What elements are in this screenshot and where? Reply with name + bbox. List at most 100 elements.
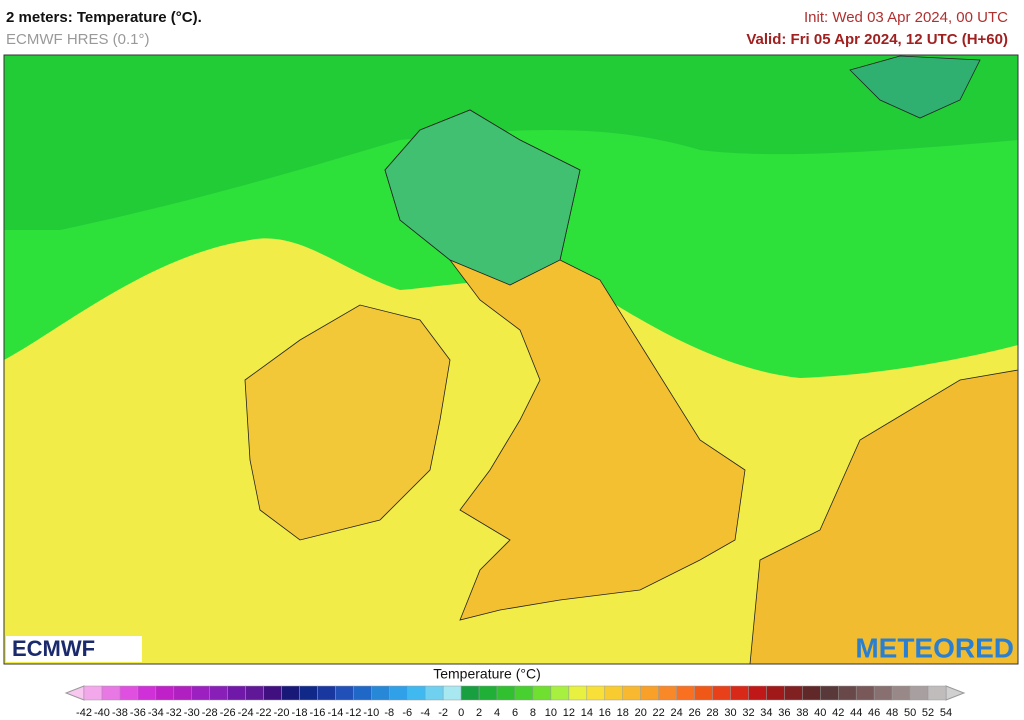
colorbar-tick-label: 46 (868, 707, 880, 719)
colorbar-tick-label: 12 (563, 707, 575, 719)
colorbar-segment (496, 685, 516, 701)
colorbar-segment (802, 685, 821, 701)
norway (849, 55, 981, 119)
colorbar-segment (83, 685, 103, 701)
colorbar-segment (766, 685, 785, 701)
colorbar-segment (568, 685, 588, 701)
colorbar-segment (424, 685, 444, 701)
colorbar-tick-label: 18 (617, 707, 629, 719)
colorbar-segment (604, 685, 624, 701)
colorbar-tick-label: 36 (778, 707, 790, 719)
colorbar-tick-label: 44 (850, 707, 862, 719)
colorbar-segment (622, 685, 641, 701)
colorbar-tick-label: 16 (599, 707, 611, 719)
colorbar-tick-label: -24 (238, 707, 254, 719)
colorbar-segment (514, 685, 534, 701)
ireland (244, 304, 451, 541)
colorbar-segment (353, 685, 372, 701)
colorbar-segment (838, 685, 857, 701)
colorbar-tick-label: -2 (438, 707, 448, 719)
colorbar-tick-label: -32 (166, 707, 182, 719)
colorbar-segment (371, 685, 390, 701)
colorbar-segment (101, 685, 121, 701)
map-frame (3, 54, 1019, 665)
colorbar-segment (873, 685, 893, 701)
colorbar-tick-label: -30 (184, 707, 200, 719)
colorbar-tick-label: 32 (742, 707, 754, 719)
colorbar-tick-label: 38 (796, 707, 808, 719)
logo-box (6, 636, 142, 662)
colorbar-segment (227, 685, 246, 701)
colorbar-segment (748, 685, 767, 701)
colorbar-tick-label: 4 (494, 707, 500, 719)
colorbar-segment (532, 685, 552, 701)
colorbar-tick-label: -12 (345, 707, 361, 719)
colorbar-segment (442, 685, 462, 701)
colorbar-segment (137, 685, 157, 701)
colorbar-segment (586, 685, 606, 701)
scotland (384, 109, 581, 286)
colorbar-tick-label: -6 (402, 707, 412, 719)
map: ECMWF METEORED (3, 54, 1019, 665)
colorbar-tick-label: -40 (94, 707, 110, 719)
colorbar-segment (820, 685, 839, 701)
colorbar-tick-label: 22 (653, 707, 665, 719)
colorbar-segment (712, 685, 731, 701)
colorbar-tick-label: 52 (922, 707, 934, 719)
colorbar-tick-label: 2 (476, 707, 482, 719)
colorbar-segment (478, 685, 498, 701)
colorbar-segment (784, 685, 803, 701)
colorbar-segment (891, 685, 911, 701)
colorbar-tick-label: -14 (327, 707, 343, 719)
colorbar-segment (658, 685, 677, 701)
colorbar-tick-label: -38 (112, 707, 128, 719)
colorbar-tick-label: 54 (940, 707, 952, 719)
colorbar-segment (460, 685, 480, 701)
colorbar-tick-label: -20 (274, 707, 290, 719)
colorbar-tick-label: -16 (310, 707, 326, 719)
continent (749, 369, 1018, 664)
colorbar-tick-label: -10 (363, 707, 379, 719)
colorbar-tick-label: 34 (760, 707, 772, 719)
colorbar-segment (676, 685, 695, 701)
ecmwf-logo: ECMWF (12, 636, 95, 661)
colorbar-tick-label: -4 (420, 707, 430, 719)
colorbar-tick-label: 14 (581, 707, 593, 719)
colorbar-tick-label: 42 (832, 707, 844, 719)
colorbar-tick-label: 26 (688, 707, 700, 719)
cooler-zone (4, 55, 1018, 230)
legend-title: Temperature (°C) (433, 666, 541, 682)
colorbar-tick-label: 10 (545, 707, 557, 719)
colorbar-segment (191, 685, 210, 701)
colorbar-segment (855, 685, 875, 701)
colorbar-tick-label: 30 (724, 707, 736, 719)
colorbar-tick-label: 20 (635, 707, 647, 719)
colorbar-segment (173, 685, 193, 701)
colorbar-segment (155, 685, 175, 701)
colorbar-segment (550, 685, 570, 701)
colorbar-segment (640, 685, 659, 701)
colorbar-segment (335, 685, 354, 701)
colorbar-tick-label: 40 (814, 707, 826, 719)
colorbar-segment (209, 685, 228, 701)
colorbar-segment (119, 685, 139, 701)
colorbar-segment (317, 685, 336, 701)
colorbar-tick-label: -8 (384, 707, 394, 719)
colorbar-tick-label: 8 (530, 707, 536, 719)
colorbar-segment (299, 685, 318, 701)
colorbar-segment (909, 685, 929, 701)
colorbar-tick-label: 50 (904, 707, 916, 719)
colorbar-tick-label: -34 (148, 707, 164, 719)
model-name: ECMWF HRES (0.1°) (6, 31, 150, 48)
map-title: 2 meters: Temperature (°C). (6, 9, 202, 26)
colorbar-under (64, 685, 85, 701)
colorbar-tick-label: -26 (220, 707, 236, 719)
colorbar-tick-label: 28 (706, 707, 718, 719)
colorbar-segment (694, 685, 713, 701)
colorbar-segment (245, 685, 264, 701)
colorbar-tick-label: -42 (76, 707, 92, 719)
colorbar-tick-label: 6 (512, 707, 518, 719)
colorbar-segment (407, 685, 426, 701)
colorbar-tick-label: 0 (458, 707, 464, 719)
